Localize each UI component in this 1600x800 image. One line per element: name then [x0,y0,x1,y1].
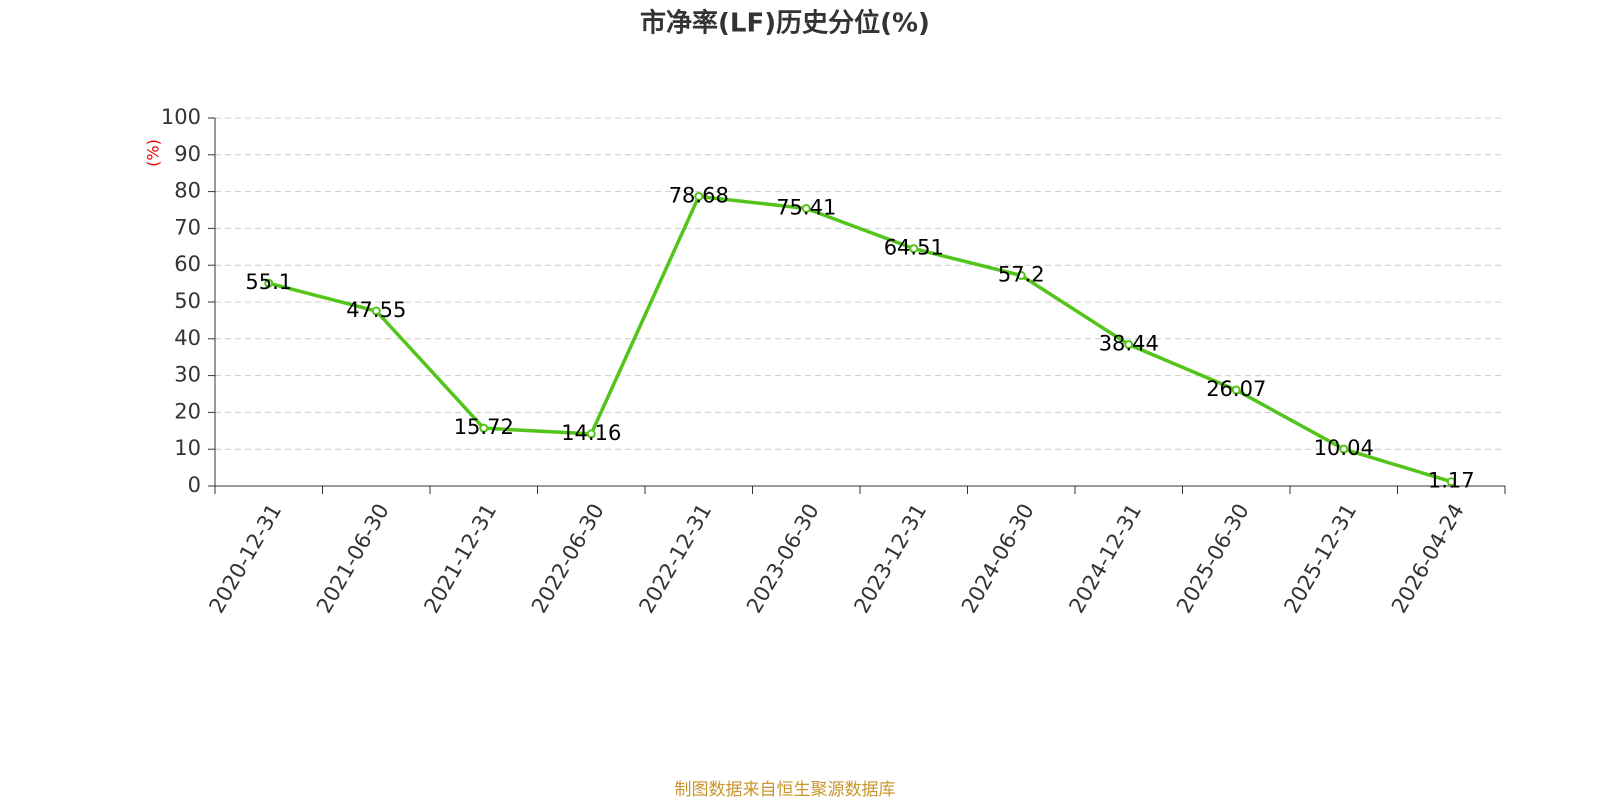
data-point [801,203,811,213]
y-tick-label: 50 [174,289,201,313]
x-tick-label: 2021-12-31 [419,500,501,618]
data-point [1124,340,1134,350]
data-point [586,429,596,439]
x-tick-label: 2022-12-31 [634,500,716,618]
y-tick-label: 20 [174,399,201,423]
data-point [1016,271,1026,281]
y-tick-label: 30 [174,363,201,387]
x-tick-label: 2021-06-30 [312,500,394,618]
x-tick-label: 2025-06-30 [1172,500,1254,618]
y-tick-label: 80 [174,179,201,203]
data-label: 75.41 [776,195,836,219]
data-point [479,423,489,433]
data-label: 55.1 [245,270,292,294]
x-tick-label: 2024-06-30 [957,500,1039,618]
data-point [264,278,274,288]
x-tick-label: 2022-06-30 [527,500,609,618]
data-label: 15.72 [454,415,514,439]
data-point [1231,385,1241,395]
data-label: 64.51 [884,236,944,260]
source-note: 制图数据来自恒生聚源数据库 [675,780,896,800]
data-label: 57.2 [998,263,1045,287]
x-tick-label: 2024-12-31 [1064,500,1146,618]
data-label: 78.68 [669,183,729,207]
data-point [371,306,381,316]
data-label: 14.16 [561,421,621,445]
data-point [1339,444,1349,454]
data-label: 38.44 [1099,332,1159,356]
y-tick-label: 40 [174,326,201,350]
y-tick-label: 100 [161,105,201,129]
y-tick-label: 60 [174,252,201,276]
x-tick-label: 2026-04-24 [1387,500,1469,618]
y-tick-label: 70 [174,215,201,239]
x-tick-label: 2020-12-31 [204,500,286,618]
x-tick-label: 2023-12-31 [849,500,931,618]
data-point [909,244,919,254]
data-point [1446,477,1456,487]
y-tick-label: 10 [174,436,201,460]
x-tick-label: 2023-06-30 [742,500,824,618]
data-label: 10.04 [1314,436,1374,460]
y-axis-label: (%) [144,139,163,167]
data-label: 47.55 [346,298,406,322]
y-tick-label: 0 [188,473,201,497]
data-label: 26.07 [1206,377,1266,401]
y-tick-label: 90 [174,142,201,166]
data-label: 1.17 [1428,469,1475,493]
data-point [694,191,704,201]
chart-title: 市净率(LF)历史分位(%) [640,8,930,39]
x-tick-label: 2025-12-31 [1279,500,1361,618]
data-line [268,194,1452,484]
